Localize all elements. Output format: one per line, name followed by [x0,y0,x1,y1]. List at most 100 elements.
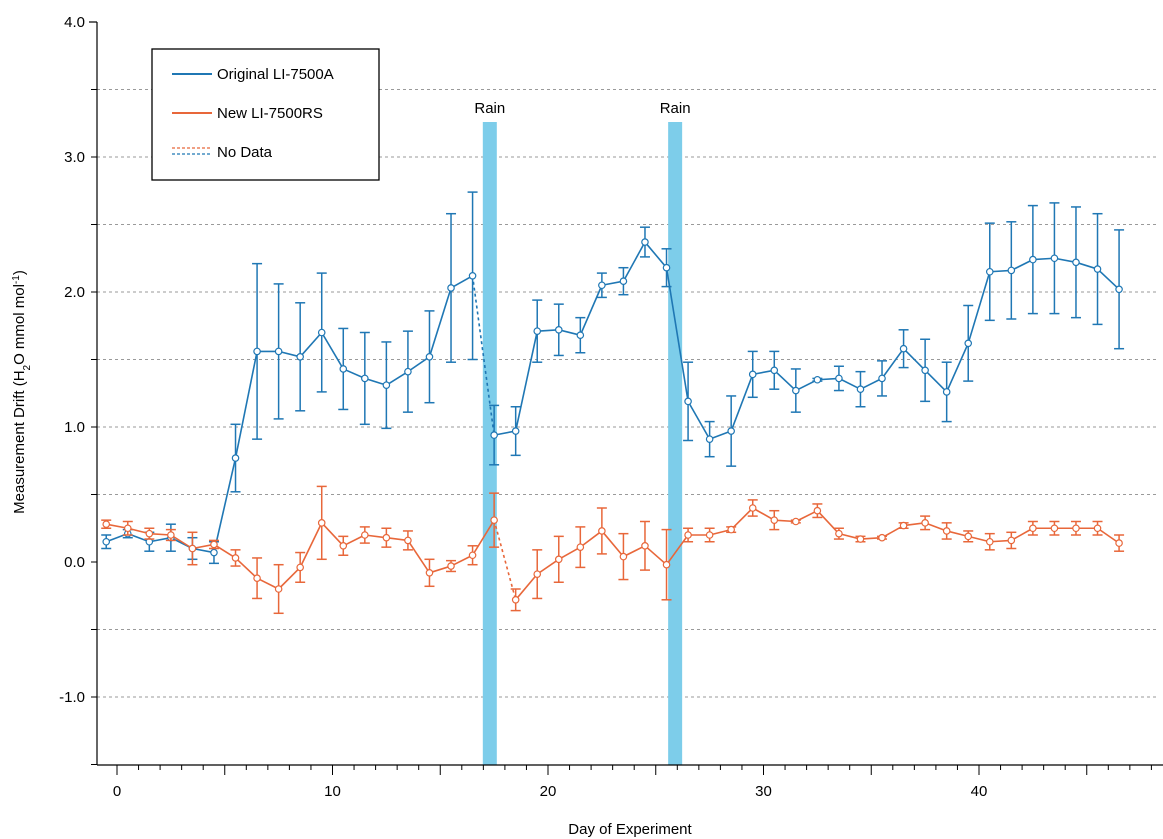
series-line [514,330,539,432]
data-point [188,544,197,553]
data-point [813,506,822,515]
series-line [278,566,301,590]
data-point [641,541,649,550]
data-point [598,281,606,290]
data-point [1115,285,1123,294]
series-line [450,554,473,567]
series-line [622,241,646,282]
data-point [576,543,585,551]
data-point [727,427,735,435]
series-line [321,332,344,370]
series-line [601,530,625,558]
data-point [878,374,886,383]
y-axis-title-mid: O mmol mol [11,284,28,365]
data-point [985,537,994,546]
data-point [490,516,498,524]
data-point [554,555,563,564]
data-point [705,435,714,443]
data-point [404,536,412,545]
series-line [213,457,237,553]
data-point [684,397,692,406]
data-point [619,277,628,286]
series-line [234,557,258,579]
data-point [1007,266,1016,275]
series-line [881,348,905,379]
series-line [903,348,926,371]
rain-label: Rain [474,100,505,117]
series-line [407,539,431,574]
data-point [253,347,261,356]
data-point [339,541,348,550]
legend-label-original: Original LI-7500A [217,66,334,83]
rain-bands: Rain Rain [474,100,691,765]
data-point [1093,524,1102,533]
data-point [770,366,779,375]
data-point [641,238,649,246]
data-point [921,366,929,375]
legend-label-nodata: No Data [217,144,273,161]
rain-band [668,122,683,765]
y-axis-title-sub: 2 [22,364,33,370]
data-point [339,365,348,373]
data-point [1050,524,1059,533]
data-point [619,552,628,561]
series-line [471,519,495,556]
data-point [511,427,520,435]
data-point [231,554,240,562]
data-point [835,529,843,538]
data-point [404,367,412,376]
data-point [447,562,455,570]
data-point [662,560,671,569]
series-line [967,271,991,344]
data-point [576,331,585,340]
data-point [296,352,304,361]
x-tick-label: 20 [540,783,557,800]
data-point [123,524,132,533]
rain-band [482,122,497,765]
data-point [985,267,994,276]
series-line [342,368,366,380]
series-line [1010,258,1034,272]
data-point [1072,524,1080,533]
data-point [964,339,973,348]
y-tick-label: 0.0 [64,554,85,571]
data-point [468,551,477,560]
series-line [665,267,689,402]
data-point [102,537,111,546]
series-line [407,356,430,373]
legend-box [151,48,380,181]
axes: -1.0 0.0 1.0 2.0 3.0 4.0 0 10 20 30 40 [59,14,1163,800]
data-point [425,568,434,577]
series-line [730,507,754,531]
series-line [860,377,883,390]
series-line [623,545,646,558]
grid-lines [97,89,1158,698]
data-series [101,191,1125,615]
data-point [382,381,391,389]
data-point [425,352,434,361]
series-line [450,275,473,289]
data-point [533,570,542,578]
data-point [748,504,757,512]
y-tick-label: 2.0 [64,284,85,301]
series-line [170,534,193,550]
y-tick-label: 3.0 [64,149,85,166]
data-point [1072,258,1080,267]
data-point [748,370,757,379]
x-tick-label: 30 [755,783,772,800]
x-tick-label: 10 [324,783,341,800]
data-point [727,525,735,534]
series-line [299,331,323,358]
data-point [1093,265,1102,273]
x-tick-label: 0 [113,783,121,800]
series-line [256,577,279,590]
data-point [1115,539,1123,547]
series-0 [101,191,1125,565]
series-line [428,287,452,358]
series-line [1010,527,1034,542]
data-point [317,328,326,337]
series-line [730,374,754,432]
data-point [770,516,779,524]
data-point [210,548,218,557]
